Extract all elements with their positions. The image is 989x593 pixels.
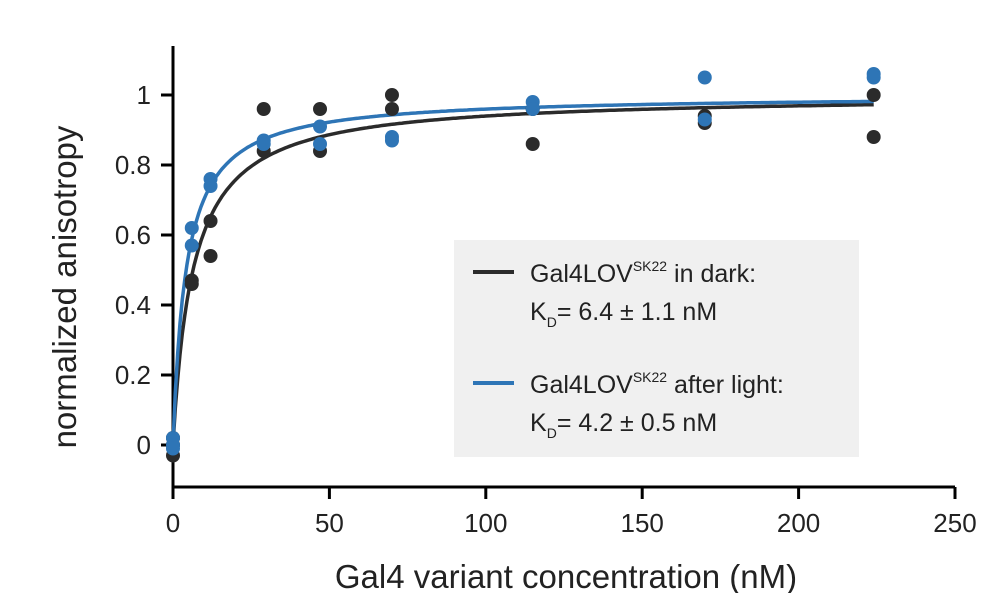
data-point (866, 88, 881, 102)
x-tick-label: 200 (777, 508, 820, 538)
data-point (697, 112, 712, 127)
y-tick-label: 0.4 (115, 290, 151, 320)
data-point (525, 102, 540, 116)
data-point (184, 277, 199, 291)
data-point (184, 238, 199, 253)
data-points (166, 67, 881, 463)
data-point (697, 70, 712, 85)
data-point (203, 214, 218, 228)
data-point (384, 88, 399, 102)
y-tick-label: 0.6 (115, 220, 151, 250)
data-point (256, 137, 271, 151)
data-point (384, 102, 399, 116)
legend-background (454, 240, 859, 457)
legend-label-light: Gal4LOVSK22 after light: (530, 369, 784, 399)
data-point (384, 133, 399, 148)
data-point (166, 441, 180, 456)
data-point (866, 70, 881, 85)
data-point (313, 137, 328, 151)
legend-label-dark: Gal4LOVSK22 in dark: (530, 258, 756, 288)
x-tick-label: 50 (315, 508, 344, 538)
x-tick-label: 0 (166, 508, 180, 538)
data-point (313, 119, 328, 134)
y-axis-title: normalized anisotropy (46, 125, 83, 448)
fit-curve-1 (171, 99, 874, 446)
data-point (203, 179, 218, 193)
data-point (184, 221, 199, 235)
data-point (866, 130, 881, 144)
fit-curves (171, 99, 874, 446)
y-tick-label: 0.8 (115, 150, 151, 180)
x-tick-label: 250 (933, 508, 976, 538)
y-tick-label: 0 (137, 430, 151, 460)
data-point (525, 137, 540, 151)
y-tick-label: 0.2 (115, 360, 151, 390)
x-tick-label: 100 (464, 508, 507, 538)
x-axis-title: Gal4 variant concentration (nM) (335, 558, 797, 593)
legend-kd-light: KD= 4.2 ± 0.5 nM (530, 409, 717, 441)
legend: Gal4LOVSK22 in dark: KD= 6.4 ± 1.1 nM Ga… (454, 240, 859, 457)
x-tick-label: 150 (621, 508, 664, 538)
y-tick-label: 1 (137, 80, 151, 110)
data-point (203, 249, 218, 263)
data-point (256, 102, 271, 116)
fit-curve-0 (171, 102, 874, 446)
axes: 0 50 100 150 200 250 0 0.2 0.4 0.6 0.8 1 (115, 46, 977, 538)
legend-kd-dark: KD= 6.4 ± 1.1 nM (530, 298, 717, 330)
data-point (313, 102, 328, 116)
